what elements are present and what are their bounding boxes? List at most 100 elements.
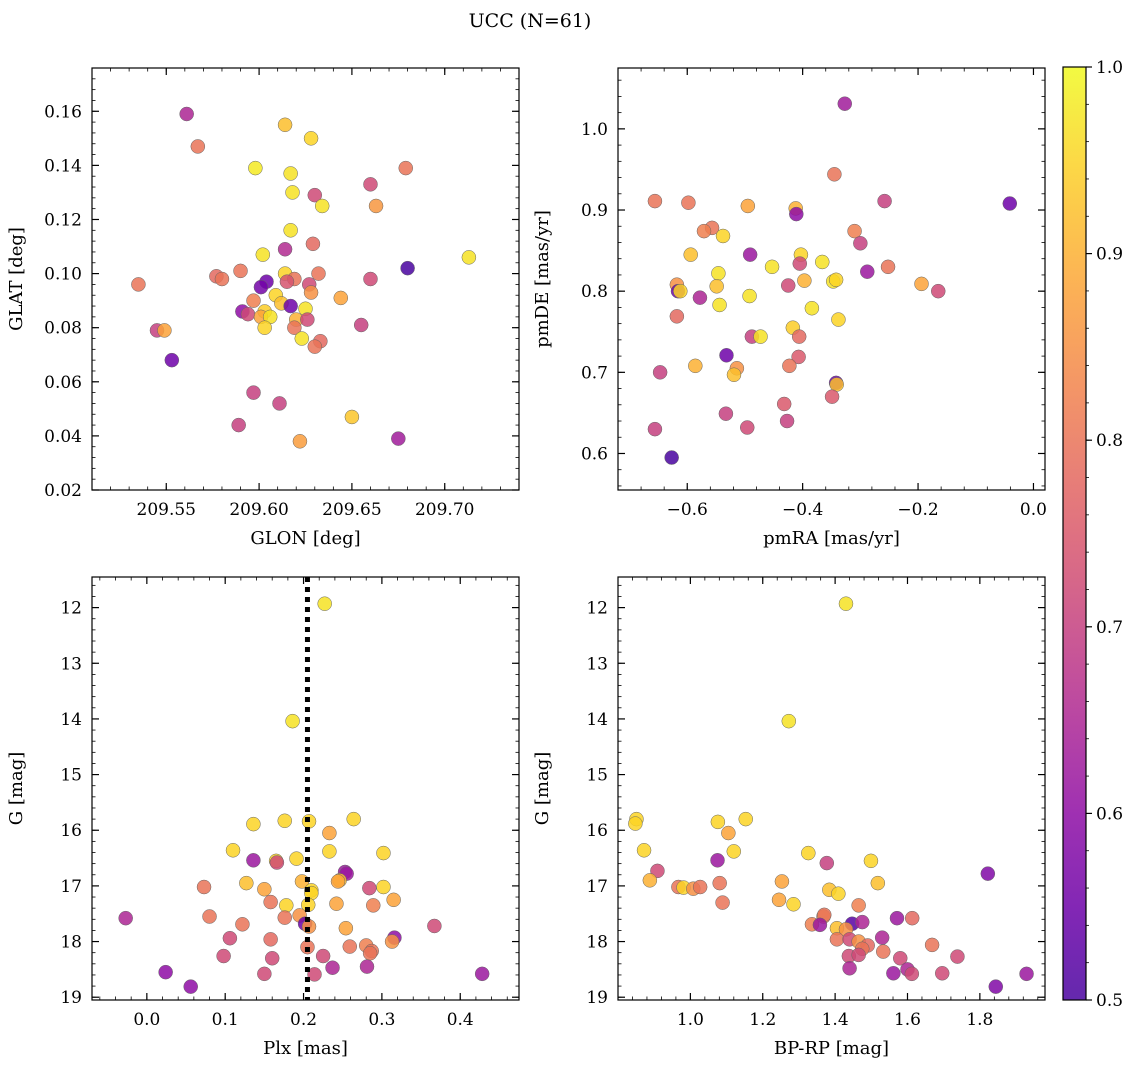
scatter-point: [359, 959, 375, 974]
y-tick-label: 18: [60, 933, 82, 953]
y-tick-label: 14: [60, 710, 82, 730]
scatter-point: [233, 263, 248, 279]
scatter-point: [400, 260, 415, 276]
scatter-point: [791, 329, 807, 344]
scatter-point: [652, 365, 668, 380]
scatter-point: [828, 272, 844, 288]
scatter-point: [179, 106, 194, 122]
scatter-point: [789, 206, 804, 222]
scatter-point: [279, 274, 295, 289]
scatter-point: [838, 596, 854, 611]
scatter-point: [202, 909, 217, 924]
scatter-point: [712, 297, 727, 313]
scatter-point: [692, 879, 708, 895]
y-tick-label: 17: [586, 877, 608, 897]
scatter-point: [157, 323, 172, 338]
colorbar-tick-label: 0.8: [1096, 431, 1123, 451]
y-tick-label: 16: [60, 821, 82, 841]
scatter-point: [715, 895, 730, 910]
scatter-point: [792, 256, 808, 271]
scatter-point: [781, 713, 797, 729]
scatter-point: [183, 979, 198, 994]
y-tick-label: 15: [60, 766, 82, 786]
x-tick-label: 209.55: [137, 500, 196, 520]
scatter-point: [427, 918, 442, 934]
scatter-point: [711, 266, 726, 281]
x-axis-label: Plx [mas]: [263, 1038, 348, 1059]
colorbar: 0.5 0.6 0.7 0.8 0.9 1.0: [1062, 58, 1123, 1011]
scatter-point: [837, 96, 853, 111]
scatter-point: [329, 896, 344, 911]
scatter-point: [338, 920, 354, 936]
scatter-point: [726, 367, 742, 383]
scatter-point: [804, 300, 820, 316]
scatter-point: [774, 874, 790, 889]
scatter-point: [647, 193, 663, 209]
scatter-point: [827, 167, 842, 182]
scatter-point: [231, 417, 246, 433]
scatter-point: [740, 420, 755, 435]
scatter-point: [669, 309, 685, 324]
scatter-point: [285, 713, 300, 729]
scatter-point: [461, 250, 477, 265]
y-tick-label: 13: [586, 654, 608, 674]
scatter-point: [712, 875, 727, 891]
scatter-point: [391, 431, 406, 446]
scatter-point: [303, 285, 319, 300]
scatter-point: [285, 185, 300, 200]
scatter-point: [386, 892, 401, 908]
colorbar-tick-label: 1.0: [1096, 58, 1123, 78]
x-tick-label: 209.60: [229, 500, 288, 520]
colorbar-tick-label: 0.7: [1096, 618, 1123, 638]
scatter-point: [886, 966, 901, 981]
y-tick-label: 0.04: [44, 427, 82, 447]
scatter-point: [342, 939, 358, 954]
scatter-point: [797, 273, 812, 288]
y-tick-label: 12: [586, 599, 608, 619]
scatter-point: [893, 951, 908, 966]
scatter-point: [287, 320, 302, 335]
scatter-point: [325, 960, 340, 975]
scatter-point: [330, 874, 346, 889]
scatter-point: [683, 247, 698, 262]
scatter-point: [831, 312, 846, 327]
scatter-point: [719, 348, 734, 363]
scatter-point: [851, 947, 866, 963]
axes-frame: [617, 67, 1046, 491]
scatter-point: [779, 413, 795, 429]
scatter-point: [305, 236, 321, 252]
scatter-points: [118, 596, 490, 994]
scatter-point: [277, 117, 293, 133]
scatter-point: [738, 811, 753, 827]
scatter-point: [851, 898, 866, 913]
scatter-point: [294, 331, 310, 346]
scatter-point: [235, 917, 250, 932]
scatter-panel-3: 0.0 0.1 0.2 0.3 0.4 12 13 14 15 16 17 18 19 Plx [mas]…: [6, 576, 520, 1059]
scatter-point: [771, 892, 787, 908]
scatter-point: [1019, 966, 1034, 982]
scatter-point: [344, 409, 360, 425]
scatter-point: [164, 352, 180, 368]
y-axis-label: G [mag]: [6, 752, 27, 825]
scatter-point: [311, 266, 326, 281]
scatter-point: [131, 277, 146, 292]
scatter-panel-1: 209.55 209.60 209.65 209.70 0.02 0.04 0.06 0.08…: [6, 67, 520, 549]
scatter-point: [764, 259, 780, 275]
scatter-point: [931, 283, 946, 299]
scatter-point: [253, 279, 269, 295]
scatter-point: [322, 825, 337, 841]
scatter-point: [248, 160, 263, 176]
scatter-point: [824, 389, 840, 404]
scatter-point: [776, 396, 792, 412]
x-tick-label: 1.6: [894, 1010, 921, 1030]
scatter-point: [875, 944, 891, 959]
scatter-point: [376, 845, 391, 861]
scatter-point: [216, 948, 231, 964]
scatter-point: [239, 875, 254, 891]
x-axis-label: pmRA [mas/yr]: [763, 528, 900, 549]
y-tick-label: 1.0: [581, 120, 608, 140]
axes-frame: [617, 576, 1046, 1001]
scatter-point: [277, 241, 293, 257]
scatter-point: [914, 276, 929, 292]
